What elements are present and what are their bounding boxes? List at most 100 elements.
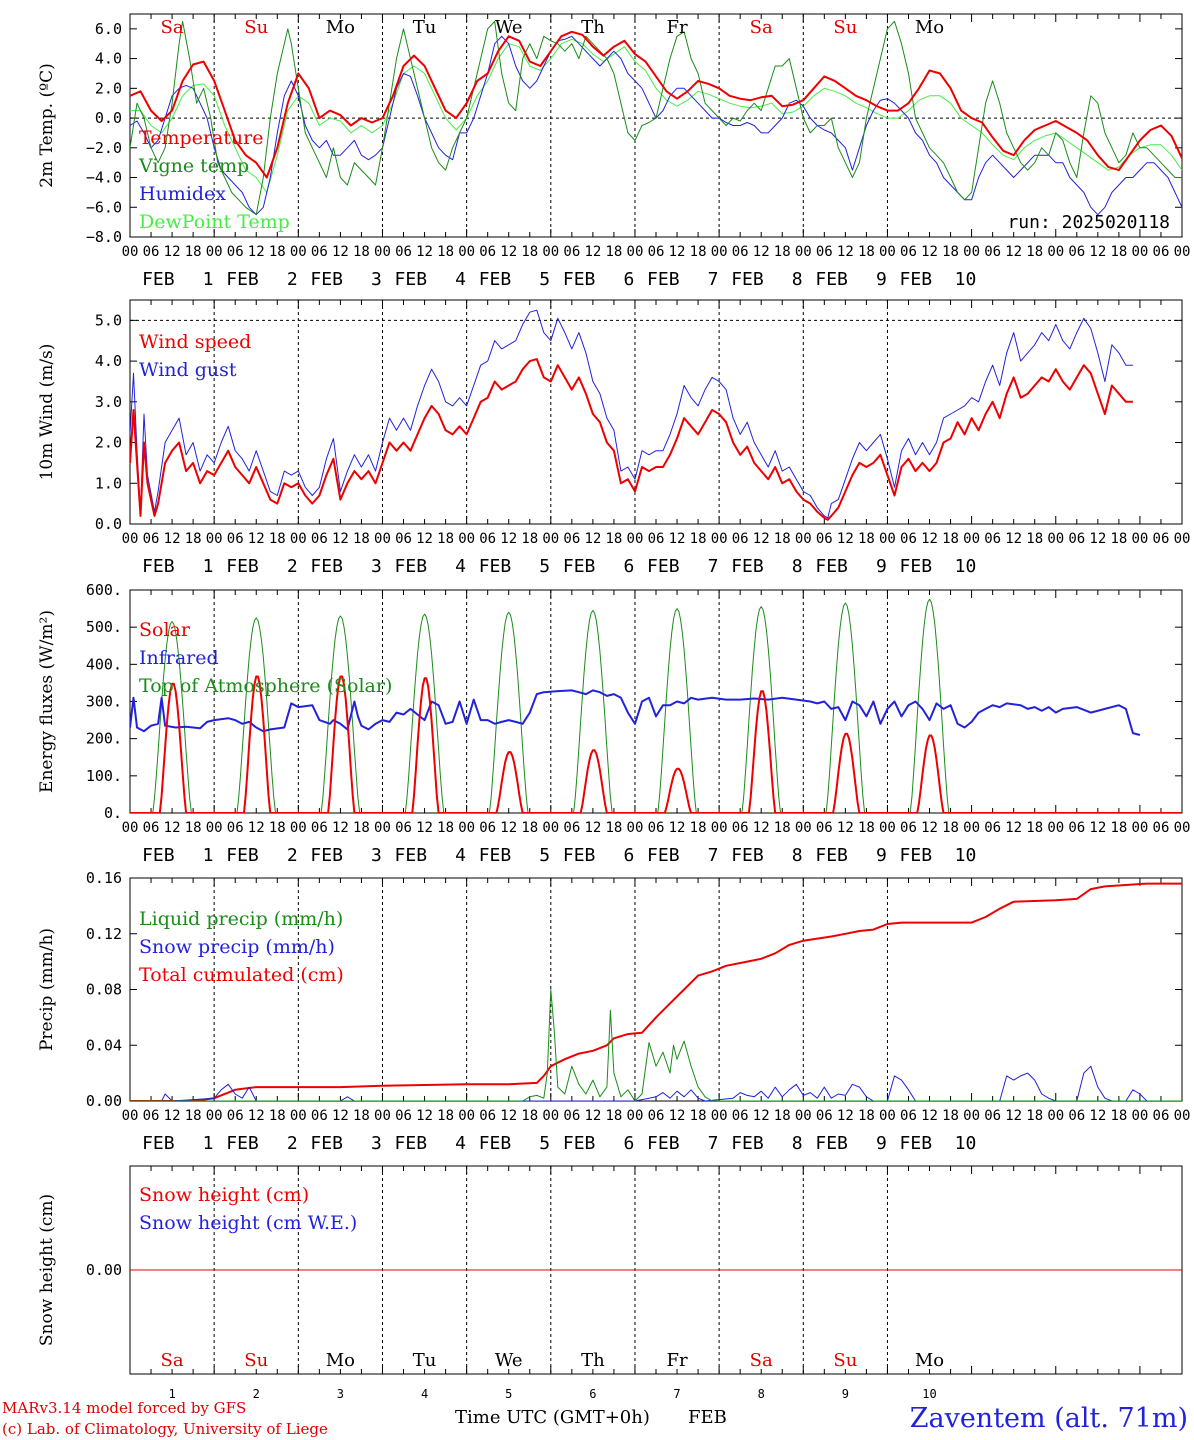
x-hour-label: 18 — [1026, 531, 1043, 547]
panel-precip: 00 06 12 18 00 06 12 18 00 06 12 18 00 06 12 18 00 06 12 18… — [37, 869, 1190, 1154]
x-hour-label: 12 — [1005, 1108, 1022, 1124]
x-date-label: 8 — [792, 1133, 803, 1154]
x-hour-label: 06 — [395, 531, 412, 547]
x-date-label: 9 — [842, 1387, 849, 1401]
x-month-label: FEB — [647, 269, 680, 290]
x-hour-label: 18 — [774, 1108, 791, 1124]
x-date-label: 8 — [758, 1387, 765, 1401]
x-date-label: 6 — [623, 1133, 634, 1154]
x-hour-label: 18 — [774, 531, 791, 547]
y-tick-label: 6.0 — [95, 20, 122, 38]
x-hour-label: 12 — [837, 244, 854, 260]
x-date-label: 8 — [792, 269, 803, 290]
weekday-label-bottom: We — [495, 1350, 523, 1371]
x-hour-label: 00 — [1047, 820, 1064, 836]
x-hour-label: 18 — [1110, 820, 1127, 836]
x-hour-label: 06 — [984, 531, 1001, 547]
y-tick-label: 0.00 — [86, 1261, 122, 1279]
y-tick-label: 4.0 — [95, 50, 122, 68]
x-date-label: 7 — [708, 845, 719, 866]
x-hour-label: 00 — [458, 531, 475, 547]
x-date-label: 4 — [455, 269, 466, 290]
x-hour-label: 06 — [1153, 820, 1170, 836]
y-tick-label: 100. — [86, 767, 122, 785]
x-hour-label: 12 — [584, 244, 601, 260]
x-ticks — [129, 1166, 1183, 1374]
x-month-label: FEB — [647, 845, 680, 866]
y-tick-label: 0.16 — [86, 869, 122, 887]
x-hour-label: 12 — [837, 1108, 854, 1124]
x-month-label: FEB — [395, 1133, 428, 1154]
x-date-label: 1 — [203, 269, 214, 290]
x-hour-label: 18 — [353, 244, 370, 260]
x-hour-label: 18 — [774, 820, 791, 836]
x-date-label: 1 — [203, 556, 214, 577]
x-hour-label: 12 — [500, 1108, 517, 1124]
x-month-label: FEB — [310, 556, 343, 577]
x-hour-label: 18 — [437, 244, 454, 260]
x-hour-label: 00 — [1131, 244, 1148, 260]
x-date-label: 8 — [792, 845, 803, 866]
x-hour-label: 06 — [311, 244, 328, 260]
y-tick-label: 0. — [104, 804, 122, 822]
x-month-label: FEB — [647, 1133, 680, 1154]
x-hour-label: 00 — [1131, 1108, 1148, 1124]
legend-entry: Solar — [139, 619, 191, 641]
legend-entry: DewPoint Temp — [139, 211, 290, 233]
x-hour-label: 06 — [479, 244, 496, 260]
x-hour-label: 00 — [206, 244, 223, 260]
x-hour-label: 00 — [795, 531, 812, 547]
x-hour-label: 18 — [521, 531, 538, 547]
x-hour-label: 12 — [753, 820, 770, 836]
x-hour-label: 12 — [416, 1108, 433, 1124]
x-hour-label: 18 — [605, 820, 622, 836]
x-month-label: FEB — [900, 269, 933, 290]
x-ticks — [129, 878, 1183, 1101]
x-hour-label: 00 — [1174, 820, 1191, 836]
x-hour-label: 06 — [900, 820, 917, 836]
x-axis-month: FEB — [688, 1407, 727, 1428]
legend-entry: Infrared — [139, 647, 219, 669]
x-hour-label: 12 — [669, 1108, 686, 1124]
x-hour-label: 00 — [963, 820, 980, 836]
weekday-label-top: We — [495, 17, 523, 38]
x-hour-label: 06 — [563, 531, 580, 547]
x-month-label: FEB — [731, 269, 764, 290]
x-hour-label: 18 — [942, 244, 959, 260]
x-hour-label: 18 — [942, 531, 959, 547]
x-hour-label: 06 — [816, 531, 833, 547]
x-date-label: 7 — [708, 556, 719, 577]
x-month-label: FEB — [310, 845, 343, 866]
x-hour-label: 00 — [374, 820, 391, 836]
weekday-label-top: Sa — [750, 17, 773, 38]
weekday-label-bottom: Mo — [915, 1350, 944, 1371]
footer: MARv3.14 model forced by GFS (c) Lab. of… — [2, 1399, 1188, 1438]
x-hour-label: 12 — [753, 531, 770, 547]
x-hour-label: 06 — [1153, 1108, 1170, 1124]
x-hour-label: 18 — [690, 531, 707, 547]
plot-frame — [129, 589, 1183, 814]
x-date-label: 4 — [455, 1133, 466, 1154]
x-hour-label: 00 — [627, 244, 644, 260]
y-tick-label: 0.0 — [95, 515, 122, 533]
panel-wind: 00 06 12 18 00 06 12 18 00 06 12 18 00 06 12 18 00 06 12 18… — [37, 299, 1190, 577]
x-hour-label: 06 — [732, 1108, 749, 1124]
series-group — [130, 20, 1182, 216]
x-hour-label: 06 — [1068, 820, 1085, 836]
y-tick-label: 300. — [86, 693, 122, 711]
x-hour-label: 12 — [164, 244, 181, 260]
x-hour-label: 00 — [879, 244, 896, 260]
x-hour-label: 06 — [563, 244, 580, 260]
y-axis-title: 2m Temp. (ºC) — [37, 63, 57, 188]
x-hour-label: 12 — [584, 820, 601, 836]
x-hour-label: 00 — [1047, 1108, 1064, 1124]
x-hour-label: 00 — [206, 820, 223, 836]
x-hour-label: 18 — [605, 244, 622, 260]
x-date-label: 6 — [623, 845, 634, 866]
x-hour-label: 12 — [500, 820, 517, 836]
x-hour-label: 12 — [332, 1108, 349, 1124]
x-month-label: FEB — [226, 556, 259, 577]
x-date-label: 2 — [253, 1387, 260, 1401]
x-hour-label: 00 — [963, 1108, 980, 1124]
x-hour-label: 06 — [227, 531, 244, 547]
